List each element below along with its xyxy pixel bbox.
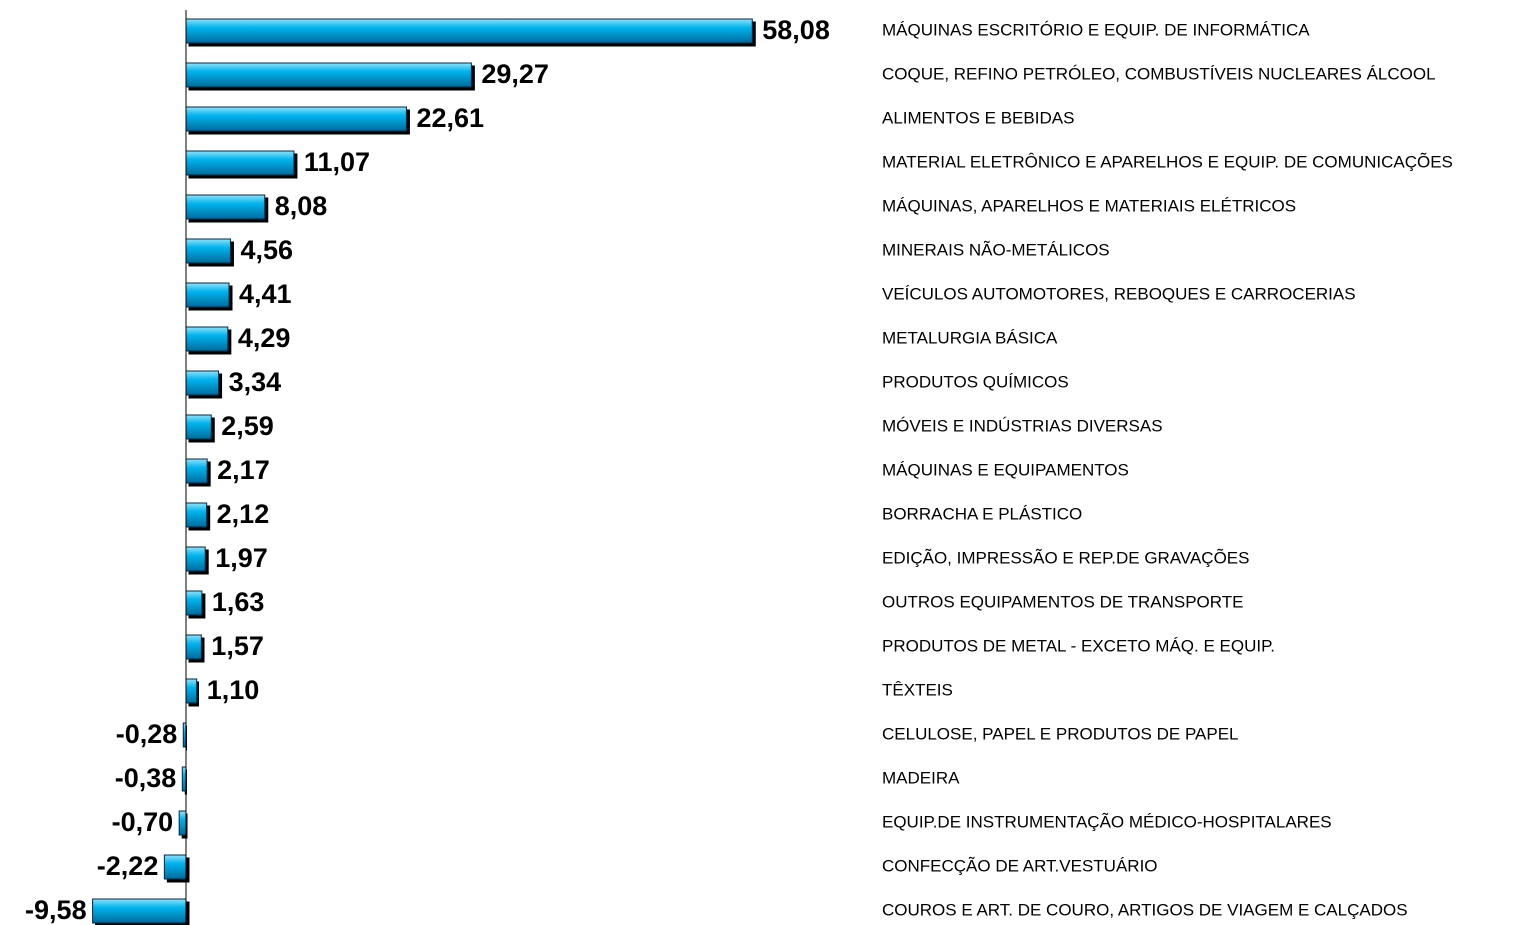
category-label: CONFECÇÃO DE ART.VESTUÁRIO (882, 856, 1158, 875)
value-label: -2,22 (97, 851, 159, 881)
value-label: 1,63 (212, 587, 265, 617)
category-label: PRODUTOS DE METAL - EXCETO MÁQ. E EQUIP. (882, 636, 1275, 655)
bar (185, 546, 206, 572)
bar (185, 62, 472, 88)
value-label: 1,10 (207, 675, 260, 705)
value-label: 4,56 (240, 235, 293, 265)
value-label: 2,17 (217, 455, 270, 485)
value-label: 29,27 (481, 59, 549, 89)
category-label: MADEIRA (882, 768, 960, 787)
value-label: 2,12 (217, 499, 270, 529)
value-label: 3,34 (229, 367, 282, 397)
category-label: MÓVEIS E INDÚSTRIAS DIVERSAS (882, 416, 1163, 435)
bar (185, 414, 212, 440)
value-label: 58,08 (762, 15, 830, 45)
bar (185, 458, 208, 484)
bar (185, 150, 295, 176)
category-label: MÁQUINAS E EQUIPAMENTOS (882, 460, 1129, 479)
category-label: MATERIAL ELETRÔNICO E APARELHOS E EQUIP.… (882, 152, 1453, 171)
bar (185, 282, 230, 308)
bar (185, 634, 202, 660)
bar (178, 810, 187, 836)
category-label: MÁQUINAS ESCRITÓRIO E EQUIP. DE INFORMÁT… (882, 20, 1310, 39)
value-label: -0,38 (115, 763, 177, 793)
value-label: -0,70 (112, 807, 174, 837)
category-label: CELULOSE, PAPEL E PRODUTOS DE PAPEL (882, 724, 1239, 743)
value-label: -0,28 (116, 719, 178, 749)
bar (92, 898, 187, 924)
bar (185, 678, 198, 704)
category-label: EQUIP.DE INSTRUMENTAÇÃO MÉDICO-HOSPITALA… (882, 812, 1332, 831)
bar (185, 502, 208, 528)
category-label: ALIMENTOS E BEBIDAS (882, 108, 1074, 127)
value-label: 1,97 (215, 543, 268, 573)
category-label: VEÍCULOS AUTOMOTORES, REBOQUES E CARROCE… (882, 284, 1356, 303)
bar (181, 766, 187, 792)
bar (163, 854, 187, 880)
value-label: 4,29 (238, 323, 291, 353)
value-label: 8,08 (275, 191, 328, 221)
category-label: TÊXTEIS (882, 680, 953, 699)
category-label: MINERAIS NÃO-METÁLICOS (882, 240, 1110, 259)
category-label: MÁQUINAS, APARELHOS E MATERIAIS ELÉTRICO… (882, 196, 1296, 215)
value-label: 1,57 (211, 631, 264, 661)
bar (185, 18, 753, 44)
category-label: COQUE, REFINO PETRÓLEO, COMBUSTÍVEIS NUC… (882, 64, 1436, 83)
bar (185, 590, 203, 616)
value-label: 2,59 (221, 411, 274, 441)
value-label: 4,41 (239, 279, 292, 309)
category-label: PRODUTOS QUÍMICOS (882, 372, 1069, 391)
value-label: 11,07 (304, 147, 370, 177)
bar (185, 106, 407, 132)
category-label: METALURGIA BÁSICA (882, 328, 1058, 347)
bar (185, 238, 231, 264)
value-label: -9,58 (25, 895, 87, 925)
bar (185, 326, 229, 352)
category-label: BORRACHA E PLÁSTICO (882, 504, 1082, 523)
category-label: COUROS E ART. DE COURO, ARTIGOS DE VIAGE… (882, 900, 1408, 919)
bar (185, 194, 266, 220)
value-label: 22,61 (416, 103, 484, 133)
category-label: OUTROS EQUIPAMENTOS DE TRANSPORTE (882, 592, 1243, 611)
bar (185, 370, 220, 396)
category-label: EDIÇÃO, IMPRESSÃO E REP.DE GRAVAÇÕES (882, 548, 1249, 567)
